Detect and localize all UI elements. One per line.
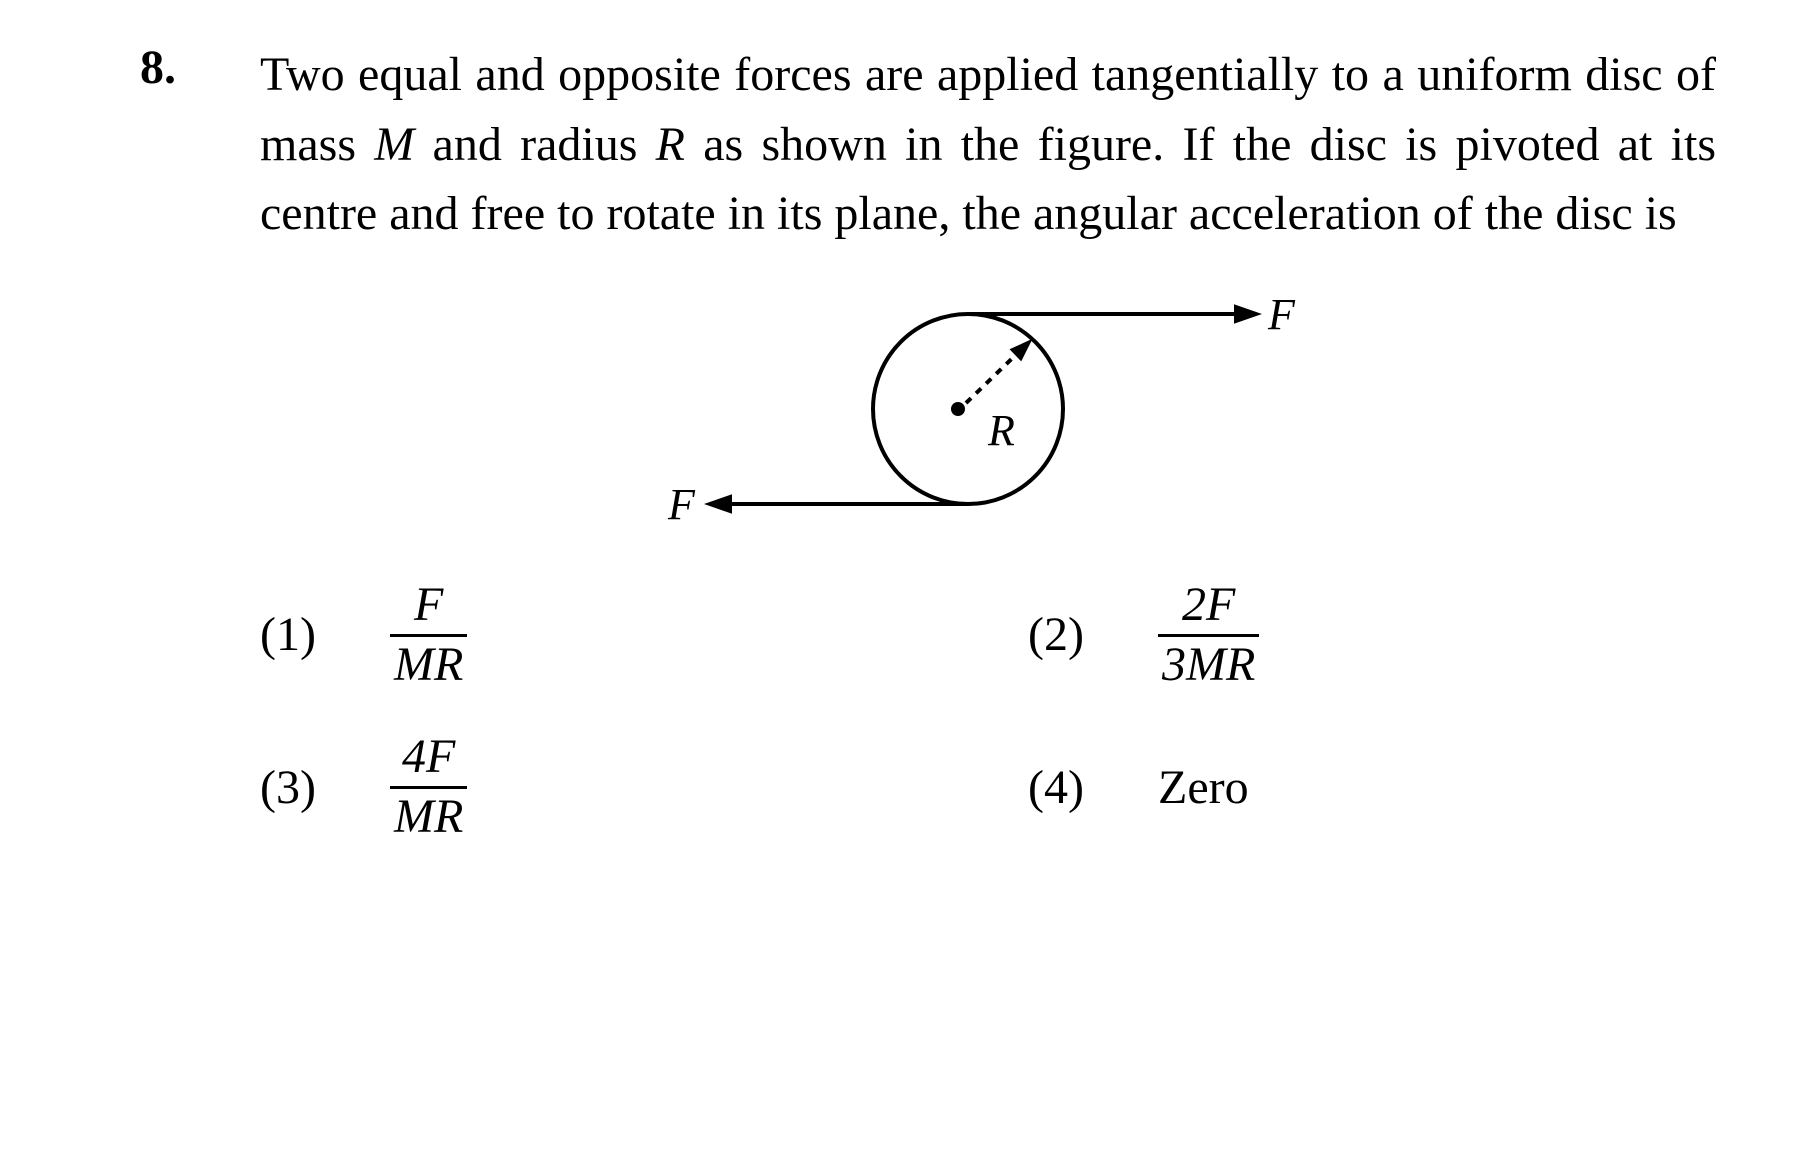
option-3-numerator: 4F (398, 731, 459, 786)
option-1-denominator: MR (390, 634, 467, 692)
option-4-label: (4) (1028, 753, 1158, 823)
option-2-denominator: 3MR (1158, 634, 1259, 692)
question-stem: Two equal and opposite forces are applie… (260, 40, 1716, 249)
option-1: (1) F MR (260, 579, 948, 692)
option-4-value: Zero (1158, 753, 1249, 823)
option-2: (2) 2F 3MR (1028, 579, 1716, 692)
option-2-numerator: 2F (1178, 579, 1239, 634)
disc-figure: F F R (628, 259, 1348, 559)
option-1-value: F MR (390, 579, 467, 692)
option-4: (4) Zero (1028, 731, 1716, 844)
option-2-value: 2F 3MR (1158, 579, 1259, 692)
question-body: Two equal and opposite forces are applie… (260, 40, 1716, 844)
option-1-label: (1) (260, 600, 390, 670)
svg-text:R: R (987, 406, 1015, 455)
stem-text-2: and radius (414, 118, 655, 171)
question-number: 8. (140, 40, 260, 95)
figure-container: F F R (260, 259, 1716, 559)
option-3-value: 4F MR (390, 731, 467, 844)
question-row: 8. Two equal and opposite forces are app… (140, 40, 1716, 844)
page: 8. Two equal and opposite forces are app… (0, 0, 1816, 1170)
option-3-denominator: MR (390, 786, 467, 844)
options-grid: (1) F MR (2) 2F 3MR (3) 4F (260, 579, 1716, 844)
option-2-label: (2) (1028, 600, 1158, 670)
option-3: (3) 4F MR (260, 731, 948, 844)
svg-text:F: F (1267, 290, 1296, 339)
stem-var-R: R (656, 118, 685, 171)
option-1-numerator: F (410, 579, 447, 634)
svg-text:F: F (667, 480, 696, 529)
stem-var-M: M (374, 118, 414, 171)
option-3-label: (3) (260, 753, 390, 823)
